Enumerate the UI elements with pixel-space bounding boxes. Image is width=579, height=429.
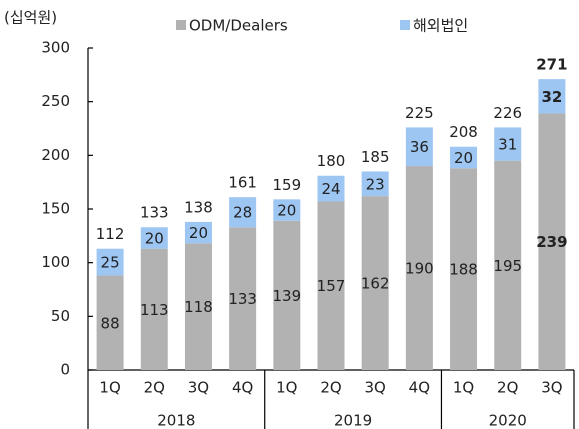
- data-label: 32: [541, 88, 562, 106]
- bar-segment: [405, 166, 433, 370]
- data-label: 20: [145, 229, 164, 247]
- data-label: 88: [101, 314, 120, 332]
- total-label: 180: [317, 152, 346, 170]
- total-label: 161: [228, 174, 257, 192]
- unit-label: (십억원): [4, 9, 57, 27]
- bar-segment: [96, 275, 124, 370]
- data-label: 25: [101, 254, 120, 272]
- x-tick-label: 4Q: [409, 379, 430, 397]
- bar-segment: [184, 243, 212, 370]
- data-label: 31: [498, 136, 517, 154]
- data-label: 36: [410, 138, 429, 156]
- data-label: 20: [277, 202, 296, 220]
- data-label: 23: [366, 175, 385, 193]
- bar-segment: [494, 127, 522, 161]
- group-label: 2018: [157, 412, 195, 429]
- bar-segment: [229, 227, 257, 370]
- legend-label: ODM/Dealers: [189, 17, 288, 35]
- bar-segment: [450, 146, 478, 169]
- total-label: 271: [536, 56, 567, 74]
- y-tick-label: 250: [41, 92, 70, 110]
- bar-segment: [450, 168, 478, 370]
- data-label: 20: [189, 224, 208, 242]
- data-label: 190: [405, 260, 434, 278]
- bar-segment: [140, 227, 168, 249]
- bar-segment: [538, 79, 566, 114]
- data-label: 162: [361, 275, 390, 293]
- data-label: 113: [140, 301, 169, 319]
- data-label: 24: [321, 180, 340, 198]
- bar-segment: [96, 248, 124, 276]
- total-label: 208: [449, 123, 478, 141]
- x-tick-label: 4Q: [232, 379, 253, 397]
- total-label: 185: [361, 148, 390, 166]
- data-label: 195: [493, 257, 522, 275]
- total-label: 159: [272, 176, 301, 194]
- total-label: 225: [405, 104, 434, 122]
- data-label: 28: [233, 204, 252, 222]
- group-label: 2020: [489, 412, 527, 429]
- legend-swatch: [400, 20, 410, 30]
- y-tick-label: 100: [41, 253, 70, 271]
- total-label: 138: [184, 198, 213, 216]
- data-label: 20: [454, 149, 473, 167]
- total-label: 226: [493, 104, 522, 122]
- legend-swatch: [176, 20, 186, 30]
- x-tick-label: 2Q: [144, 379, 165, 397]
- bar-segment: [538, 113, 566, 371]
- bar-segment: [140, 248, 168, 370]
- bar-segment: [229, 197, 257, 228]
- data-label: 157: [317, 277, 346, 295]
- bar-segment: [273, 199, 301, 221]
- data-label: 188: [449, 261, 478, 279]
- x-tick-label: 2Q: [497, 379, 518, 397]
- bar-segment: [494, 160, 522, 370]
- x-tick-label: 2Q: [320, 379, 341, 397]
- x-tick-label: 3Q: [541, 379, 562, 397]
- bar-segment: [317, 175, 345, 202]
- total-label: 133: [140, 204, 169, 222]
- bar-segment: [361, 171, 389, 197]
- bar-segment: [361, 196, 389, 370]
- y-tick-label: 50: [51, 307, 70, 325]
- y-tick-label: 0: [60, 361, 70, 379]
- x-tick-label: 1Q: [276, 379, 297, 397]
- x-tick-label: 3Q: [188, 379, 209, 397]
- data-label: 133: [228, 290, 257, 308]
- data-label: 239: [536, 233, 567, 251]
- group-label: 2019: [334, 412, 372, 429]
- bar-segment: [317, 201, 345, 370]
- bar-segment: [184, 221, 212, 244]
- x-tick-label: 3Q: [365, 379, 386, 397]
- bar-segment: [273, 220, 301, 370]
- x-tick-label: 1Q: [453, 379, 474, 397]
- y-tick-label: 150: [41, 200, 70, 218]
- data-label: 139: [272, 287, 301, 305]
- y-tick-label: 300: [41, 39, 70, 57]
- x-tick-label: 1Q: [99, 379, 120, 397]
- total-label: 112: [96, 225, 125, 243]
- data-label: 118: [184, 298, 213, 316]
- bar-segment: [405, 127, 433, 167]
- legend-label: 해외법인: [413, 17, 468, 35]
- y-tick-label: 200: [41, 146, 70, 164]
